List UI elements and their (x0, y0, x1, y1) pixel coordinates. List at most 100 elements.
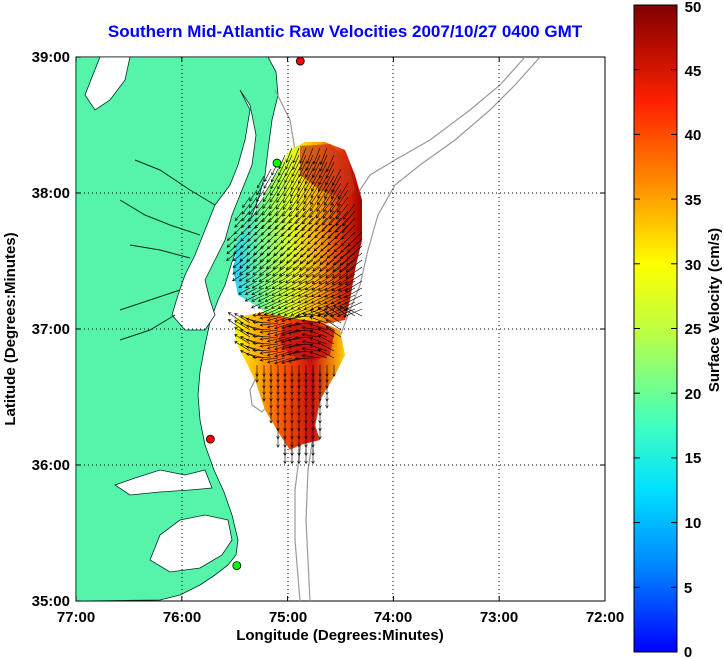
velocity-arrow (327, 224, 342, 239)
velocity-arrow (274, 350, 293, 358)
velocity-arrow (238, 280, 251, 288)
velocity-arrow (317, 314, 335, 324)
velocity-arrow (309, 344, 328, 352)
velocity-arrow (270, 182, 279, 196)
velocity-arrow (309, 330, 328, 338)
velocity-arrow (262, 393, 266, 402)
station-marker (272, 158, 282, 168)
velocity-arrow (234, 320, 251, 331)
velocity-arrow (290, 301, 307, 310)
velocity-arrow (317, 335, 335, 345)
velocity-arrow (255, 203, 265, 216)
velocity-arrow (310, 189, 321, 205)
station-marker (232, 561, 242, 571)
velocity-arrow (294, 321, 314, 326)
velocity-arrow (303, 189, 314, 205)
colorbar-tick-label: 20 (685, 386, 702, 403)
velocity-arrow (307, 224, 321, 238)
velocity-arrow (301, 354, 321, 359)
velocity-arrow (321, 224, 335, 239)
velocity-arrow (317, 349, 335, 359)
velocity-arrow (304, 280, 321, 291)
velocity-arrow (258, 266, 272, 276)
velocity-arrow (234, 313, 251, 324)
velocity-arrow (325, 266, 342, 278)
velocity-arrow (274, 315, 293, 323)
velocity-arrow (251, 287, 265, 295)
velocity-arrow (252, 320, 272, 324)
velocity-arrow (284, 280, 300, 290)
velocity-arrow (339, 305, 356, 317)
velocity-arrow (292, 154, 300, 171)
velocity-arrow (259, 245, 272, 256)
velocity-arrow (309, 309, 328, 317)
velocity-arrow (278, 273, 293, 283)
velocity-arrow (301, 347, 321, 352)
velocity-arrow (262, 196, 272, 210)
velocity-arrow (226, 238, 237, 248)
x-tick-label: 77:00 (57, 609, 95, 626)
velocity-arrow (331, 280, 349, 292)
bay-water (171, 89, 257, 331)
velocity-arrow (262, 203, 272, 216)
velocity-arrow (311, 449, 315, 465)
velocity-arrow (254, 224, 265, 236)
velocity-arrow (259, 259, 272, 269)
velocity-arrow (269, 189, 279, 203)
velocity-arrow (297, 182, 307, 198)
y-axis-title: Latitude (Degrees:Minutes) (2, 232, 19, 425)
velocity-arrow (239, 259, 251, 269)
velocity-arrow (234, 334, 251, 345)
velocity-arrow (249, 189, 258, 202)
velocity-arrow (334, 224, 349, 240)
velocity-arrow (325, 400, 329, 409)
velocity-arrow (259, 315, 279, 320)
velocity-arrow (346, 245, 363, 260)
velocity-arrow (312, 266, 328, 278)
velocity-arrow (297, 287, 314, 297)
velocity-arrow (286, 245, 300, 257)
velocity-arrow (255, 372, 259, 383)
velocity-arrow (296, 189, 307, 205)
velocity-arrow (275, 196, 286, 210)
velocity-arrow (252, 266, 265, 276)
velocity-arrow (274, 357, 293, 365)
colorbar-tick-label: 50 (685, 0, 702, 16)
colorbar-tick-label: 25 (685, 321, 702, 338)
velocity-arrow (292, 147, 300, 164)
velocity-arrow (326, 245, 342, 259)
velocity-arrow (294, 224, 307, 238)
x-tick-label: 75:00 (269, 609, 307, 626)
velocity-arrow (344, 280, 363, 292)
colorbar-tick-label: 45 (685, 63, 702, 80)
velocity-arrow (257, 308, 272, 316)
velocity-arrow (252, 259, 265, 269)
velocity-arrow (274, 322, 293, 330)
velocity-field-top (300, 144, 355, 200)
velocity-arrow (226, 245, 237, 255)
velocity-arrow (309, 351, 328, 359)
velocity-arrow (309, 196, 321, 212)
velocity-arrow (259, 343, 279, 348)
velocity-arrow (251, 280, 265, 289)
velocity-arrow (247, 224, 258, 236)
x-tick-label: 76:00 (163, 609, 201, 626)
velocity-arrow (276, 182, 286, 197)
velocity-arrow (238, 287, 251, 295)
x-axis-title: Longitude (Degrees:Minutes) (236, 627, 444, 644)
velocity-arrow (290, 182, 300, 198)
velocity-arrow (341, 224, 356, 240)
velocity-arrow (227, 312, 244, 324)
velocity-arrow (304, 287, 321, 297)
velocity-arrow (301, 340, 321, 345)
velocity-arrow (331, 273, 349, 285)
velocity-arrow (255, 196, 265, 209)
velocity-arrow (252, 334, 272, 338)
velocity-arrow (332, 365, 336, 377)
y-tick-label: 37:00 (32, 321, 70, 338)
velocity-arrow (309, 323, 328, 331)
velocity-arrow (325, 319, 342, 331)
velocity-arrow (313, 147, 321, 165)
velocity-arrow (312, 161, 321, 179)
velocity-arrow (284, 301, 300, 310)
